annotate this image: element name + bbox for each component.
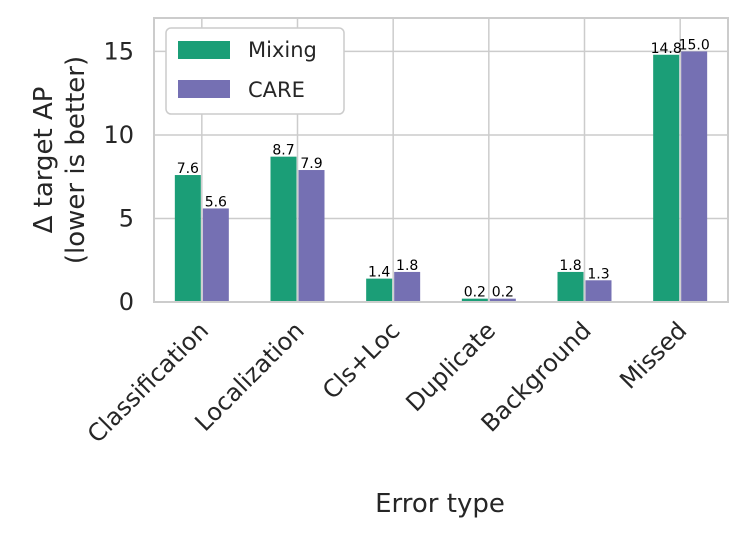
data-label-mixing: 7.6 [177,161,199,177]
legend-label-care: CARE [248,78,305,102]
y-tick-label: 5 [119,204,134,232]
y-tick-label: 15 [103,37,134,65]
bar-mixing-duplicate [461,298,488,302]
data-label-mixing: 0.2 [464,285,486,301]
bar-mixing-localization [270,156,297,302]
bar-care-background [585,280,612,302]
x-tick-label: Duplicate [400,316,501,417]
data-label-mixing: 1.8 [559,258,581,274]
data-label-care: 5.6 [205,194,227,210]
bars [174,51,708,302]
x-tick-label: Missed [614,316,692,394]
legend-label-mixing: Mixing [248,38,317,62]
data-label-mixing: 1.4 [368,265,390,281]
bar-mixing-classification [174,175,201,302]
bar-mixing-cls-loc [366,278,393,302]
plot-frame [153,17,729,303]
x-tick-label: Cls+Loc [317,316,405,404]
y-tick-labels: 0 5 10 15 [103,37,134,316]
y-tick-label: 0 [119,288,134,316]
legend-swatch-mixing [178,41,230,59]
bar-care-classification [202,208,229,302]
bar-mixing-background [557,271,584,302]
data-labels: 7.6 5.6 8.7 7.9 1.4 1.8 0.2 0.2 1.8 1.3 14.815.0 [177,37,710,300]
data-label-care: 0.2 [492,285,514,301]
x-tick-label: Classification [82,316,214,448]
data-label-mixing: 8.7 [272,143,294,159]
data-label-care: 7.9 [300,156,322,172]
bar-care-cls-loc [394,271,421,302]
bar-care-localization [298,170,325,302]
data-label-care: 15.0 [679,37,710,53]
bar-care-duplicate [489,298,516,302]
data-label-care: 1.3 [587,266,609,282]
y-tick-label: 10 [103,121,134,149]
data-label-care: 1.8 [396,258,418,274]
bar-mixing-missed [653,54,680,302]
bar-care-missed [681,51,708,302]
x-axis-title: Error type [375,489,505,519]
data-label-mixing: 14.8 [651,41,682,57]
y-axis-title-line1: Δ target AP [29,87,59,234]
y-axis-title-line2: (lower is better) [61,56,91,264]
legend: Mixing CARE [165,27,345,115]
legend-swatch-care [178,80,230,98]
